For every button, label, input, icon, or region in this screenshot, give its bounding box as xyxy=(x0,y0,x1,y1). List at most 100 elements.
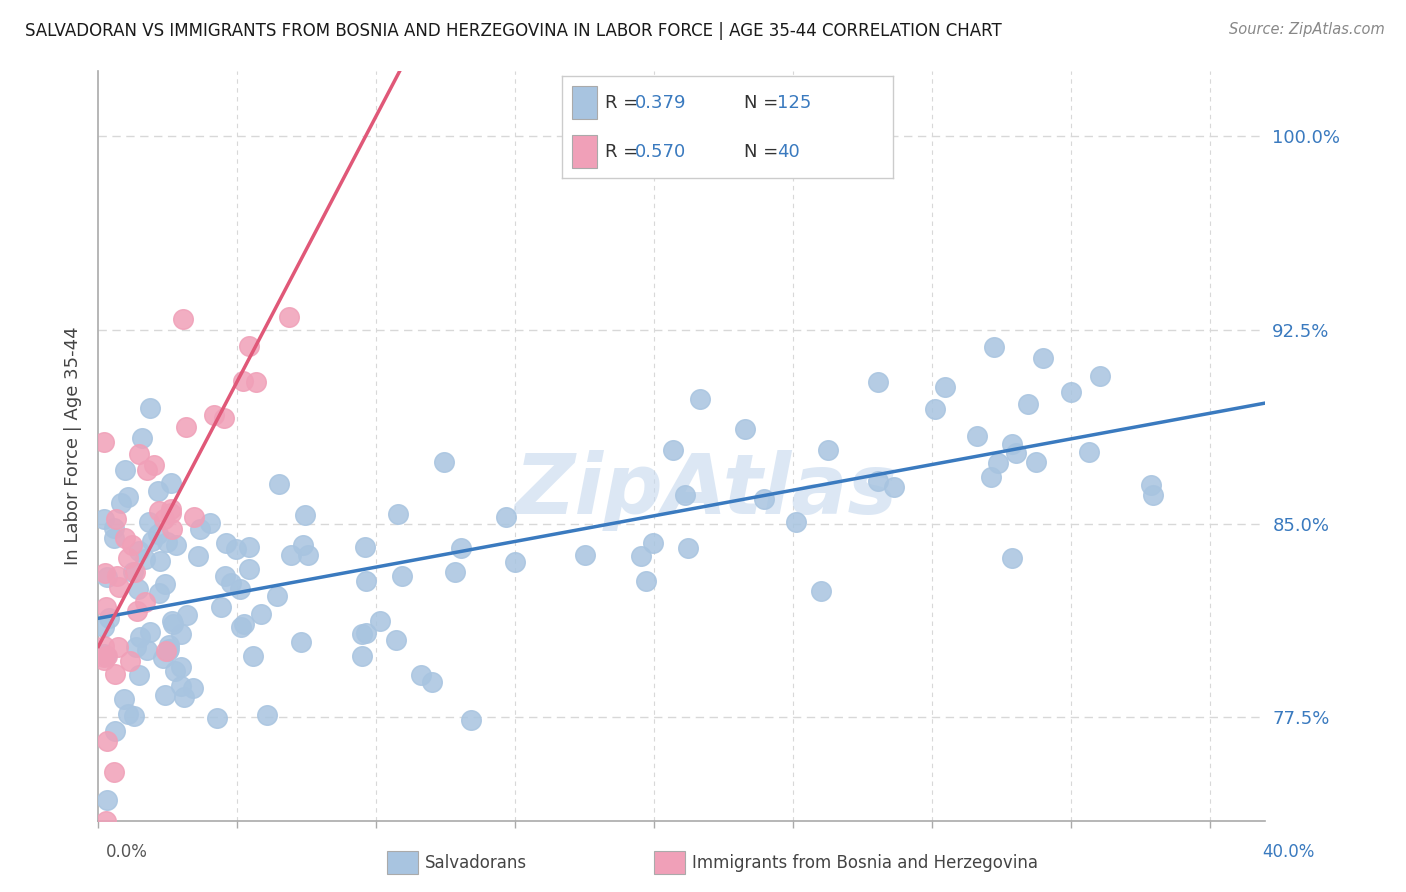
Point xyxy=(162,616,184,631)
Point xyxy=(207,711,229,725)
Point xyxy=(96,734,118,748)
Point xyxy=(129,631,152,645)
Point xyxy=(420,675,443,690)
Point xyxy=(219,576,242,591)
Point xyxy=(1090,369,1112,384)
Point xyxy=(734,422,756,436)
Point xyxy=(215,535,238,549)
Point xyxy=(159,475,181,490)
Point xyxy=(156,535,179,549)
Point xyxy=(104,512,127,526)
Point xyxy=(160,522,183,536)
Point xyxy=(292,538,315,552)
Point xyxy=(127,582,149,596)
Point xyxy=(183,510,205,524)
Point xyxy=(131,431,153,445)
Point xyxy=(370,615,392,629)
Point xyxy=(643,536,665,550)
Point xyxy=(1032,351,1054,366)
Point xyxy=(152,651,174,665)
Point xyxy=(233,617,256,632)
Point xyxy=(231,620,253,634)
Point xyxy=(105,569,128,583)
Point xyxy=(169,679,191,693)
Text: Source: ZipAtlas.com: Source: ZipAtlas.com xyxy=(1229,22,1385,37)
Point xyxy=(93,639,115,653)
Point xyxy=(93,511,115,525)
Text: R =: R = xyxy=(606,143,644,161)
Point xyxy=(1077,444,1099,458)
Point xyxy=(96,793,118,807)
Point xyxy=(135,643,157,657)
Point xyxy=(350,627,373,641)
Point xyxy=(290,635,312,649)
Point xyxy=(128,447,150,461)
Point xyxy=(190,522,212,536)
Point xyxy=(114,463,136,477)
Point xyxy=(444,565,467,579)
Point xyxy=(810,584,832,599)
Point xyxy=(1060,384,1083,399)
Point xyxy=(94,814,117,828)
Point xyxy=(387,507,409,521)
Text: 0.570: 0.570 xyxy=(636,143,686,161)
Point xyxy=(1139,478,1161,492)
Point xyxy=(1017,397,1039,411)
Point xyxy=(124,565,146,579)
Point xyxy=(122,565,145,579)
Text: SALVADORAN VS IMMIGRANTS FROM BOSNIA AND HERZEGOVINA IN LABOR FORCE | AGE 35-44 : SALVADORAN VS IMMIGRANTS FROM BOSNIA AND… xyxy=(25,22,1002,40)
Point xyxy=(689,392,711,406)
Point xyxy=(1025,455,1047,469)
Point xyxy=(120,654,142,668)
Point xyxy=(245,375,267,389)
Point xyxy=(172,312,194,326)
Point xyxy=(157,639,180,653)
Point xyxy=(165,664,187,678)
Point xyxy=(238,562,260,576)
Point xyxy=(136,463,159,477)
Point xyxy=(121,538,143,552)
Point xyxy=(278,310,301,324)
Point xyxy=(159,506,181,520)
Point xyxy=(1004,446,1026,460)
Point xyxy=(93,647,115,661)
Text: N =: N = xyxy=(744,94,785,112)
Point xyxy=(214,569,236,583)
Text: N =: N = xyxy=(744,143,785,161)
Text: ZipAtlas: ZipAtlas xyxy=(513,450,897,532)
Point xyxy=(634,574,657,589)
Point xyxy=(155,577,177,591)
Point xyxy=(228,582,250,596)
Point xyxy=(866,375,889,389)
Point xyxy=(170,659,193,673)
Text: Salvadorans: Salvadorans xyxy=(425,855,527,872)
Point xyxy=(153,511,176,525)
Text: 125: 125 xyxy=(778,94,811,112)
Point xyxy=(987,456,1010,470)
Point xyxy=(924,401,946,416)
Point xyxy=(1142,488,1164,502)
Point xyxy=(103,764,125,779)
Point xyxy=(94,648,117,663)
Point xyxy=(173,690,195,705)
Point xyxy=(138,516,160,530)
Point xyxy=(125,604,148,618)
Point xyxy=(1001,551,1024,566)
Point xyxy=(107,580,129,594)
Point xyxy=(93,566,115,581)
Point xyxy=(110,496,132,510)
Text: 40: 40 xyxy=(778,143,800,161)
Point xyxy=(495,510,517,524)
Point xyxy=(103,521,125,535)
Point xyxy=(202,408,225,422)
Point xyxy=(125,640,148,655)
Point xyxy=(98,610,121,624)
Point xyxy=(966,428,988,442)
Point xyxy=(117,550,139,565)
Point xyxy=(250,607,273,622)
Point xyxy=(94,600,117,615)
Point xyxy=(139,401,162,415)
Point xyxy=(114,532,136,546)
Point xyxy=(148,504,170,518)
Point xyxy=(162,614,184,628)
